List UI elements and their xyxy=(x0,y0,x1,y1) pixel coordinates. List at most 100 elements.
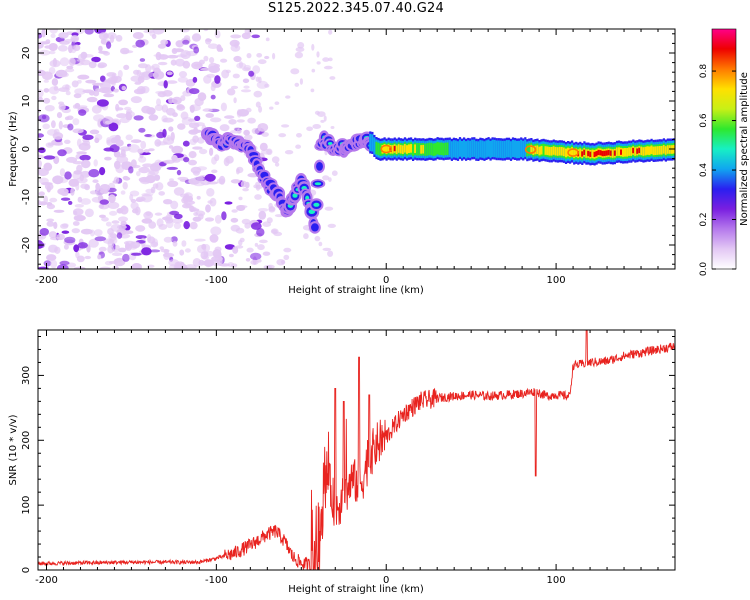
spectrogram-speckle xyxy=(116,113,128,119)
spectrogram-speckle xyxy=(227,88,236,96)
colorbar-tick-label: 0.2 xyxy=(699,212,709,226)
spectrogram-speckle xyxy=(265,37,270,42)
band-segment xyxy=(654,146,657,155)
spectrogram-speckle xyxy=(118,216,128,222)
spectrogram-speckle xyxy=(177,176,189,181)
spectrogram-speckle xyxy=(91,104,102,114)
spectrogram-speckle xyxy=(115,103,120,112)
spectrogram-speckle xyxy=(317,111,326,117)
spectrogram-speckle xyxy=(163,252,170,260)
spectrogram-speckle xyxy=(119,146,131,152)
band-segment xyxy=(642,147,645,156)
spectrogram-speckle xyxy=(314,235,321,242)
x-tick-label: 100 xyxy=(547,575,566,586)
spectrogram-speckle xyxy=(224,115,235,119)
spectrogram-speckle xyxy=(57,188,69,195)
spectrogram-speckle xyxy=(194,97,204,107)
spectrogram-speckle xyxy=(43,88,50,93)
spectrogram-speckle xyxy=(60,197,71,201)
spectrogram-speckle xyxy=(41,71,53,80)
band-segment xyxy=(487,139,490,157)
spectrogram-speckle xyxy=(135,198,144,203)
spectrogram-speckle xyxy=(170,59,177,66)
spectrogram-speckle xyxy=(209,197,217,207)
spectrogram-speckle xyxy=(138,166,150,174)
spectrogram-speckle xyxy=(224,244,235,250)
spectrogram-speckle xyxy=(205,38,212,45)
spectrogram-speckle xyxy=(195,210,206,217)
spectrogram-speckle xyxy=(179,249,185,256)
band-segment xyxy=(405,145,409,154)
snr-axes: -200 -100 0 100 0 100 200 300 xyxy=(21,330,676,586)
spectrogram-speckle xyxy=(48,244,58,253)
spectrogram-speckle xyxy=(46,185,51,193)
spectrogram-speckle xyxy=(176,104,186,111)
band-node xyxy=(567,148,579,157)
spectrogram-speckle xyxy=(312,124,322,129)
band-segment xyxy=(589,151,592,157)
band-segment xyxy=(571,147,574,156)
spectrogram-speckle xyxy=(182,203,192,209)
spectrogram-speckle xyxy=(230,217,239,223)
spectrogram-speckle xyxy=(233,97,237,104)
spectrogram-speckle xyxy=(253,90,263,98)
spectrogram-speckle xyxy=(203,29,209,32)
spectrogram-speckle xyxy=(259,239,268,244)
spectrogram-speckle xyxy=(182,140,190,147)
spectrogram-speckle xyxy=(129,194,134,201)
spectrogram-speckle xyxy=(43,260,52,267)
spectrogram-speckle xyxy=(188,88,200,95)
spectrogram-speckle xyxy=(130,139,142,144)
spectrogram-speckle xyxy=(66,156,78,163)
spectrogram-speckle xyxy=(266,148,273,156)
spectrogram-speckle xyxy=(175,58,185,67)
colorbar-tick-label: 0.0 xyxy=(699,262,709,277)
band-segment xyxy=(426,143,429,156)
spectrogram-speckle xyxy=(94,236,107,242)
spectrogram-speckle xyxy=(38,191,45,196)
band-segment xyxy=(422,144,425,154)
colorbar-axis: 0.0 0.2 0.4 0.6 0.8 xyxy=(699,64,736,277)
band-segment xyxy=(410,144,413,153)
band-segment xyxy=(395,145,398,154)
spectrogram-speckle xyxy=(123,176,131,181)
band-segment xyxy=(465,141,468,159)
spectrogram-speckle xyxy=(232,246,239,254)
spectrogram-speckle xyxy=(211,169,218,174)
spectrogram-speckle xyxy=(295,144,301,149)
spectrogram-speckle xyxy=(192,216,202,222)
spectrogram-speckle xyxy=(156,141,168,146)
spectrogram-speckle xyxy=(44,45,53,49)
spectrogram-speckle xyxy=(160,39,169,45)
spectrogram-speckle xyxy=(95,88,101,93)
band-segment xyxy=(648,146,651,156)
spectrogram-speckle xyxy=(115,34,123,42)
spectrogram-speckle xyxy=(130,252,142,256)
spectrogram-speckle xyxy=(82,134,94,140)
spectrogram-speckle xyxy=(128,144,140,153)
spectrogram-speckle xyxy=(46,129,58,136)
spectrogram-speckle xyxy=(323,65,333,70)
spectrogram-speckle xyxy=(214,30,221,39)
spectrogram-speckle xyxy=(206,188,215,197)
band-segment xyxy=(532,146,535,155)
band-segment xyxy=(660,146,663,155)
band-segment xyxy=(632,147,635,154)
spectrogram-ylabel: Frequency (Hz) xyxy=(8,111,19,187)
band-segment xyxy=(636,148,639,154)
band-segment xyxy=(454,140,458,158)
spectrogram-speckle xyxy=(38,133,44,138)
spectrogram-speckle xyxy=(98,32,109,40)
band-segment xyxy=(538,146,541,156)
spectrogram-speckle xyxy=(214,246,222,252)
spectrogram-speckle xyxy=(38,200,42,206)
spectrogram-speckle xyxy=(75,41,81,46)
spectrogram-xlabel: Height of straight line (km) xyxy=(288,285,424,296)
spectrogram-speckle xyxy=(153,70,165,80)
spectrogram-speckle xyxy=(192,146,203,150)
colorbar-frame xyxy=(711,28,737,270)
spectrogram-speckle xyxy=(138,127,146,133)
spectrogram-speckle xyxy=(42,123,50,130)
spectrogram-speckle xyxy=(132,32,144,39)
